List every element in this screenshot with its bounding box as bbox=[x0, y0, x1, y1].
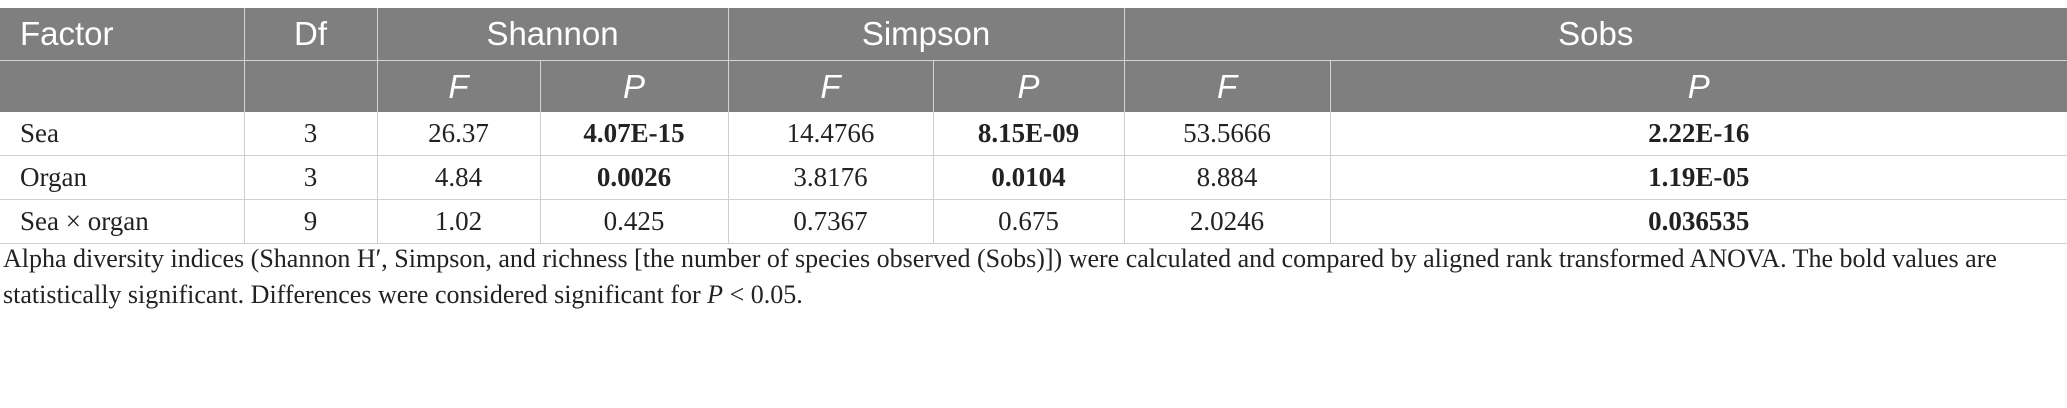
header-sobs-p: P bbox=[1330, 60, 2067, 112]
cell-simpson-p: 8.15E-09 bbox=[933, 112, 1125, 156]
header-row-2: F P F P F P bbox=[0, 60, 2067, 112]
footnote-p-symbol: P bbox=[707, 280, 724, 309]
header-simpson: Simpson bbox=[728, 8, 1125, 61]
footnote-text: Alpha diversity indices (Shannon H′, Sim… bbox=[3, 244, 1997, 309]
cell-simpson-p: 0.0104 bbox=[933, 155, 1125, 200]
cell-df: 3 bbox=[244, 112, 378, 156]
header-empty-1 bbox=[0, 60, 245, 112]
cell-factor: Sea bbox=[0, 112, 245, 156]
cell-shannon-p: 0.0026 bbox=[540, 155, 729, 200]
table-row: Organ 3 4.84 0.0026 3.8176 0.0104 8.884 … bbox=[0, 155, 2067, 200]
cell-shannon-p: 4.07E-15 bbox=[540, 112, 729, 156]
header-shannon-p: P bbox=[540, 60, 729, 112]
cell-sobs-p: 2.22E-16 bbox=[1330, 112, 2067, 156]
table-row: Sea 3 26.37 4.07E-15 14.4766 8.15E-09 53… bbox=[0, 112, 2067, 156]
cell-factor: Organ bbox=[0, 155, 245, 200]
cell-shannon-f: 26.37 bbox=[377, 112, 541, 156]
header-factor: Factor bbox=[0, 8, 245, 61]
cell-sobs-p: 0.036535 bbox=[1330, 199, 2067, 244]
header-sobs-f: F bbox=[1124, 60, 1331, 112]
header-shannon-f: F bbox=[377, 60, 541, 112]
cell-shannon-p: 0.425 bbox=[540, 199, 729, 244]
table-row: Sea × organ 9 1.02 0.425 0.7367 0.675 2.… bbox=[0, 199, 2067, 244]
cell-df: 9 bbox=[244, 199, 378, 244]
cell-df: 3 bbox=[244, 155, 378, 200]
table-footnote: Alpha diversity indices (Shannon H′, Sim… bbox=[3, 241, 2063, 313]
anova-table-container: Factor Df Shannon Simpson Sobs F P F P F… bbox=[0, 8, 2067, 244]
cell-simpson-f: 0.7367 bbox=[728, 199, 934, 244]
cell-simpson-f: 3.8176 bbox=[728, 155, 934, 200]
cell-sobs-f: 8.884 bbox=[1124, 155, 1331, 200]
cell-shannon-f: 1.02 bbox=[377, 199, 541, 244]
header-row-1: Factor Df Shannon Simpson Sobs bbox=[0, 8, 2067, 61]
cell-sobs-p: 1.19E-05 bbox=[1330, 155, 2067, 200]
header-sobs: Sobs bbox=[1124, 8, 2067, 61]
cell-shannon-f: 4.84 bbox=[377, 155, 541, 200]
cell-simpson-f: 14.4766 bbox=[728, 112, 934, 156]
header-empty-2 bbox=[244, 60, 378, 112]
header-df: Df bbox=[244, 8, 378, 61]
header-simpson-p: P bbox=[933, 60, 1125, 112]
footnote-tail: < 0.05. bbox=[723, 280, 803, 309]
cell-factor: Sea × organ bbox=[0, 199, 245, 244]
header-shannon: Shannon bbox=[377, 8, 729, 61]
header-simpson-f: F bbox=[728, 60, 934, 112]
cell-sobs-f: 2.0246 bbox=[1124, 199, 1331, 244]
cell-sobs-f: 53.5666 bbox=[1124, 112, 1331, 156]
cell-simpson-p: 0.675 bbox=[933, 199, 1125, 244]
anova-table: Factor Df Shannon Simpson Sobs F P F P F… bbox=[0, 8, 2067, 244]
